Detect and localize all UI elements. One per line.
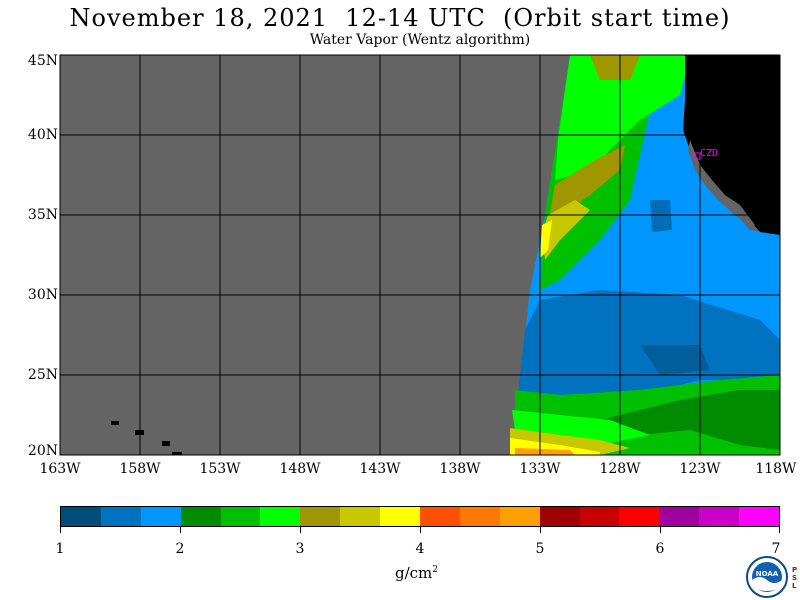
colorbar-tick: [779, 527, 780, 533]
noaa-logo-text: NOAA: [756, 570, 779, 578]
colorbar-label-3: 3: [295, 541, 305, 557]
map-grid: [60, 55, 780, 455]
colorbar-swatch: [180, 507, 221, 526]
colorbar-label-2: 2: [175, 541, 185, 557]
colorbar-swatch: [220, 507, 261, 526]
colorbar-swatch: [140, 507, 181, 526]
colorbar-swatch: [499, 507, 540, 526]
colorbar-swatch: [300, 507, 341, 526]
colorbar-swatch: [420, 507, 460, 526]
lon-label-128w: 128W: [599, 461, 641, 477]
colorbar-swatch: [699, 507, 740, 526]
psl-letter: L: [792, 582, 797, 590]
coastline-gray: [688, 140, 755, 228]
colorbar-tick: [180, 527, 181, 533]
station-label: CZD: [700, 148, 718, 159]
lon-label-143w: 143W: [359, 461, 401, 477]
colorbar-swatch: [340, 507, 381, 526]
colorbar-swatch: [100, 507, 141, 526]
water-vapor-field: [510, 55, 780, 455]
colorbar-label-4: 4: [415, 541, 425, 557]
vapor-band-orange-south: [515, 448, 575, 455]
colorbar-label-7: 7: [771, 541, 781, 557]
colorbar-label-1: 1: [55, 541, 65, 557]
lon-label-118w: 118W: [755, 461, 797, 477]
colorbar-tick: [420, 527, 421, 533]
units-exponent: 2: [432, 565, 439, 575]
vapor-band-darkblue-2: [650, 200, 672, 232]
station-marker: [693, 152, 701, 160]
colorbar-label-5: 5: [535, 541, 545, 557]
colorbar-units: g/cm2: [395, 562, 438, 581]
units-base: g/cm: [395, 564, 433, 582]
lat-label-45n: 45N: [27, 53, 58, 69]
colorbar-swatch: [61, 507, 101, 526]
colorbar-swatch: [739, 507, 780, 526]
lat-label-25n: 25N: [27, 367, 58, 383]
land-north-america: [683, 55, 780, 235]
colorbar-swatch: [380, 507, 421, 526]
water-vapor-map: CZD: [59, 54, 781, 456]
vapor-band-brightgreen: [555, 55, 690, 180]
map-subtitle: Water Vapor (Wentz algorithm): [309, 32, 531, 48]
lon-label-153w: 153W: [199, 461, 241, 477]
lat-label-35n: 35N: [27, 207, 58, 223]
island-hawaii: [172, 452, 182, 455]
lon-label-163w: 163W: [39, 461, 81, 477]
lat-label-30n: 30N: [27, 287, 58, 303]
map-title: November 18, 2021 12-14 UTC (Orbit start…: [69, 4, 731, 32]
lon-label-158w: 158W: [119, 461, 161, 477]
lon-label-148w: 148W: [279, 461, 321, 477]
colorbar-tick: [540, 527, 541, 533]
lon-label-138w: 138W: [439, 461, 481, 477]
lat-label-20n: 20N: [27, 443, 58, 459]
map-border: [59, 54, 781, 456]
colorbar-tick: [660, 527, 661, 533]
colorbar-tick: [60, 527, 61, 533]
vapor-band-olive-north: [590, 55, 640, 80]
vapor-band-yellow-west: [540, 220, 552, 258]
colorbar-swatch: [659, 507, 700, 526]
psl-letter: S: [792, 574, 798, 582]
colorbar-swatch: [579, 507, 620, 526]
colorbar-swatch: [459, 507, 500, 526]
colorbar-swatch: [619, 507, 660, 526]
lon-label-123w: 123W: [679, 461, 721, 477]
colorbar-swatch: [260, 507, 301, 526]
noaa-logo[interactable]: NOAA: [746, 556, 788, 598]
island-maui: [162, 441, 170, 446]
vapor-band-darkblue: [640, 345, 710, 375]
lat-label-40n: 40N: [27, 127, 58, 143]
colorbar-swatch: [539, 507, 580, 526]
lon-label-133w: 133W: [519, 461, 561, 477]
island-kauai: [111, 421, 119, 425]
vapor-band-darkgreen: [600, 390, 780, 450]
psl-letter: P: [792, 566, 798, 574]
colorbar-label-6: 6: [655, 541, 665, 557]
colorbar-tick: [300, 527, 301, 533]
colorbar: [60, 506, 780, 527]
